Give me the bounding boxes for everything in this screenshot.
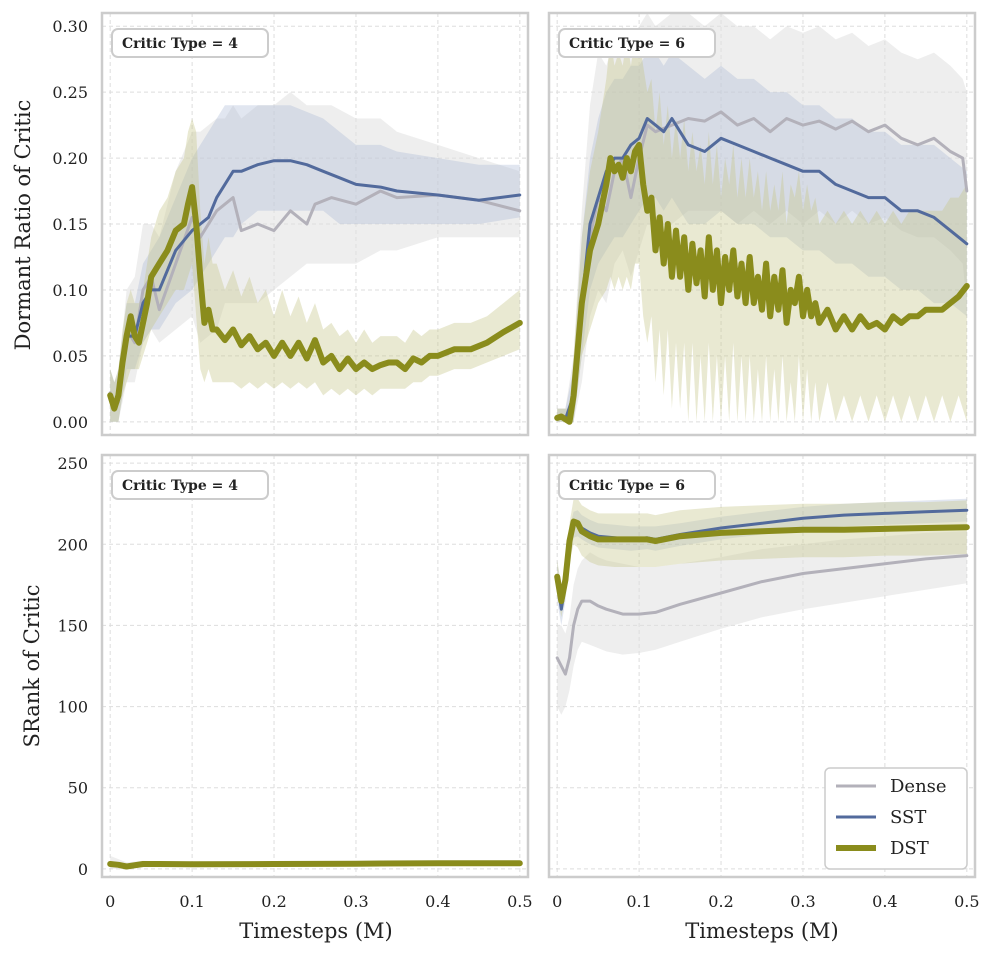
band-sst bbox=[110, 105, 520, 422]
plot-area bbox=[554, 13, 970, 425]
x-tick-label: 0.1 bbox=[179, 892, 204, 911]
xlabel-right: Timesteps (M) bbox=[685, 919, 839, 943]
x-tick-label: 0.2 bbox=[261, 892, 286, 911]
band-dst bbox=[110, 118, 520, 422]
x-tick-label: 0.5 bbox=[954, 892, 979, 911]
band-dense bbox=[110, 92, 520, 422]
panel-frame bbox=[547, 11, 977, 437]
ylabel-bottom: SRank of Critic bbox=[20, 585, 44, 748]
panel-title: Critic Type = 4 bbox=[122, 478, 238, 494]
y-tick-label: 50 bbox=[68, 779, 88, 798]
series-line-dense bbox=[555, 110, 969, 421]
panel-2: Critic Type = 6 bbox=[547, 11, 977, 437]
title-badge bbox=[558, 28, 716, 58]
panel-3: 0 50 100 150 200 250 0 0.1 0.2 0.3 0.4 0.5 Critic Ty… bbox=[57, 453, 533, 911]
panel-title: Critic Type = 4 bbox=[122, 36, 238, 52]
x-tick-label: 0.2 bbox=[708, 892, 733, 911]
y-tick-label: 200 bbox=[57, 535, 88, 554]
series-line-dense bbox=[555, 554, 969, 676]
panel-frame bbox=[547, 453, 977, 879]
x-tick-label: 0 bbox=[552, 892, 562, 911]
x-tick-label: 0.3 bbox=[790, 892, 815, 911]
y-tick-label: 0.10 bbox=[52, 281, 88, 300]
x-tick-label: 0 bbox=[105, 892, 115, 911]
series-line-dst bbox=[107, 184, 523, 412]
panel-1: 0.00 0.05 0.10 0.15 0.20 0.25 0.30 Critic Type … bbox=[52, 11, 530, 437]
y-tick-label: 0.00 bbox=[52, 413, 88, 432]
panel-title: Critic Type = 6 bbox=[569, 478, 685, 494]
series-line-dst bbox=[107, 860, 523, 870]
x-tick-label: 0.4 bbox=[425, 892, 450, 911]
panel-title: Critic Type = 6 bbox=[569, 36, 685, 52]
y-tick-label: 100 bbox=[57, 698, 88, 717]
y-tick-label: 250 bbox=[57, 454, 88, 473]
series-line-dst bbox=[554, 141, 970, 425]
x-tick-label: 0.4 bbox=[872, 892, 897, 911]
band-dense bbox=[557, 13, 967, 422]
series-line-sst bbox=[108, 159, 522, 411]
title-badge bbox=[111, 470, 269, 500]
title-badge bbox=[558, 470, 716, 500]
legend-label-dense: Dense bbox=[890, 776, 947, 797]
xlabel-left: Timesteps (M) bbox=[239, 919, 393, 943]
x-tick-label: 0.3 bbox=[343, 892, 368, 911]
legend-label-sst: SST bbox=[890, 807, 926, 828]
y-tick-label: 0.20 bbox=[52, 149, 88, 168]
panel-frame bbox=[100, 453, 530, 879]
y-tick-label: 0 bbox=[78, 860, 88, 879]
series-line-sst bbox=[555, 117, 969, 421]
y-tick-label: 0.05 bbox=[52, 347, 88, 366]
plot-area bbox=[107, 92, 523, 422]
legend: Dense SST DST bbox=[824, 767, 968, 870]
legend-label-dst: DST bbox=[890, 838, 929, 859]
y-tick-label: 0.15 bbox=[52, 215, 88, 234]
band-sst bbox=[557, 498, 967, 626]
plot-area bbox=[554, 498, 970, 715]
y-tick-label: 0.25 bbox=[52, 83, 88, 102]
ylabel-top: Dormant Ratio of Critic bbox=[11, 100, 35, 351]
panel-frame bbox=[100, 11, 530, 437]
series-line-dst bbox=[554, 518, 970, 605]
x-tick-label: 0.1 bbox=[626, 892, 651, 911]
plot-area bbox=[107, 855, 523, 870]
y-tick-label: 150 bbox=[57, 616, 88, 635]
grid bbox=[102, 455, 528, 877]
band-dense bbox=[557, 531, 967, 715]
title-badge bbox=[111, 28, 269, 58]
y-tick-label: 0.30 bbox=[52, 17, 88, 36]
x-tick-label: 0.5 bbox=[507, 892, 532, 911]
panel-4: 0 0.1 0.2 0.3 0.4 0.5 Critic Type = 6 bbox=[547, 453, 980, 911]
band-sst bbox=[557, 52, 967, 422]
